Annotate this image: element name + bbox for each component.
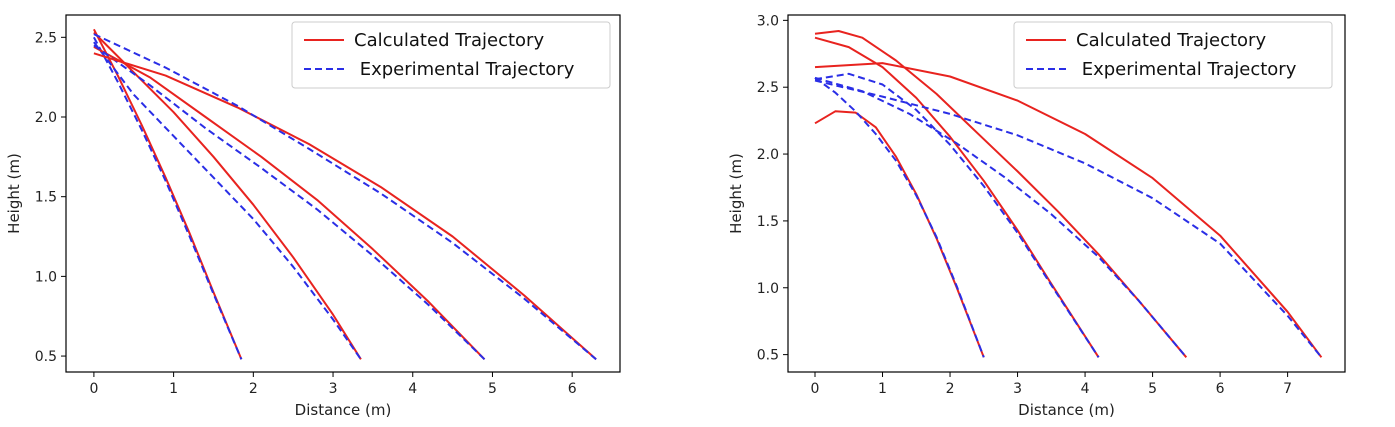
chart-1-x-axis-title: Distance (m) — [295, 401, 392, 419]
chart-2-x-tick-label: 4 — [1081, 381, 1090, 397]
chart-2-legend-box — [1013, 21, 1333, 89]
chart-1-y-axis-title: Height (m) — [5, 153, 23, 234]
chart-1-experimental-line-6 — [93, 44, 486, 361]
chart-1-x-tick-label: 2 — [249, 381, 258, 397]
chart-2-x-tick-label: 3 — [1013, 381, 1022, 397]
chart-1-x-tick-label: 5 — [488, 381, 497, 397]
chart-2-plot-frame — [787, 14, 1346, 373]
chart-2-y-tick-label: 2.0 — [757, 147, 779, 163]
chart-1-calculated-line-5 — [93, 46, 486, 360]
chart-2-calculated-line-5 — [814, 30, 1188, 358]
chart-2-series-group — [814, 30, 1323, 358]
chart-1-series-group — [93, 28, 597, 361]
chart-1-calculated-line-7 — [93, 52, 597, 361]
chart-1-x-tick-label: 3 — [329, 381, 338, 397]
chart-2-y-tick-label: 0.5 — [757, 348, 779, 364]
chart-2-x-tick-label: 2 — [946, 381, 955, 397]
chart-1-experimental-line-4 — [93, 41, 362, 360]
chart-1-legend-box — [291, 21, 611, 89]
chart-1-legend: Calculated Trajectory Experimental Traje… — [291, 21, 611, 89]
chart-2-y-tick-label: 1.0 — [757, 281, 779, 297]
chart-1-y-tick-label: 0.5 — [35, 349, 57, 365]
chart-1: 0 1 2 3 4 5 6 0.5 1.0 1.5 2.0 2.5 Distance (m) Height… — [5, 14, 621, 419]
chart-2-calculated-line-7 — [814, 62, 1323, 358]
chart-1-x-tick-label: 6 — [568, 381, 577, 397]
chart-1-y-tick-label: 1.0 — [35, 269, 57, 285]
chart-1-y-tick-label: 2.0 — [35, 110, 57, 126]
chart-2-x-tick-label: 5 — [1148, 381, 1157, 397]
chart-1-y-tick-label: 2.5 — [35, 30, 57, 46]
chart-2-x-axis-title: Distance (m) — [1018, 401, 1115, 419]
chart-2: 0 1 2 3 4 5 6 7 0.5 1.0 1.5 2.0 2.5 3.0 Distance (m) He… — [727, 13, 1346, 419]
chart-1-x-tick-label: 0 — [89, 381, 98, 397]
chart-2-x-tick-label: 7 — [1283, 381, 1292, 397]
chart-2-y-tick-label: 2.5 — [757, 80, 779, 96]
chart-2-legend: Calculated Trajectory Experimental Traje… — [1013, 21, 1333, 89]
chart-2-legend-label-calculated: Calculated Trajectory — [1076, 30, 1266, 51]
chart-2-x-tick-label: 6 — [1216, 381, 1225, 397]
chart-2-y-tick-label: 3.0 — [757, 13, 779, 29]
chart-1-legend-label-experimental: Experimental Trajectory — [354, 59, 575, 80]
chart-1-legend-label-calculated: Calculated Trajectory — [354, 30, 544, 51]
chart-1-x-tick-label: 1 — [169, 381, 178, 397]
chart-2-experimental-line-8 — [814, 79, 1323, 358]
chart-1-experimental-line-8 — [93, 33, 597, 361]
chart-2-x-tick-label: 1 — [878, 381, 887, 397]
chart-2-experimental-line-2 — [814, 76, 985, 358]
chart-2-calculated-line-1 — [814, 110, 985, 358]
chart-1-y-tick-label: 1.5 — [35, 190, 57, 206]
chart-2-experimental-line-6 — [814, 76, 1188, 358]
chart-2-experimental-line-4 — [814, 72, 1100, 358]
chart-2-y-tick-label: 1.5 — [757, 214, 779, 230]
chart-1-experimental-line-2 — [93, 36, 243, 360]
chart-1-plot-frame — [65, 14, 621, 373]
chart-2-y-axis-title: Height (m) — [727, 153, 745, 234]
chart-1-x-tick-label: 4 — [408, 381, 417, 397]
chart-2-x-tick-label: 0 — [811, 381, 820, 397]
chart-2-legend-label-experimental: Experimental Trajectory — [1076, 59, 1297, 80]
